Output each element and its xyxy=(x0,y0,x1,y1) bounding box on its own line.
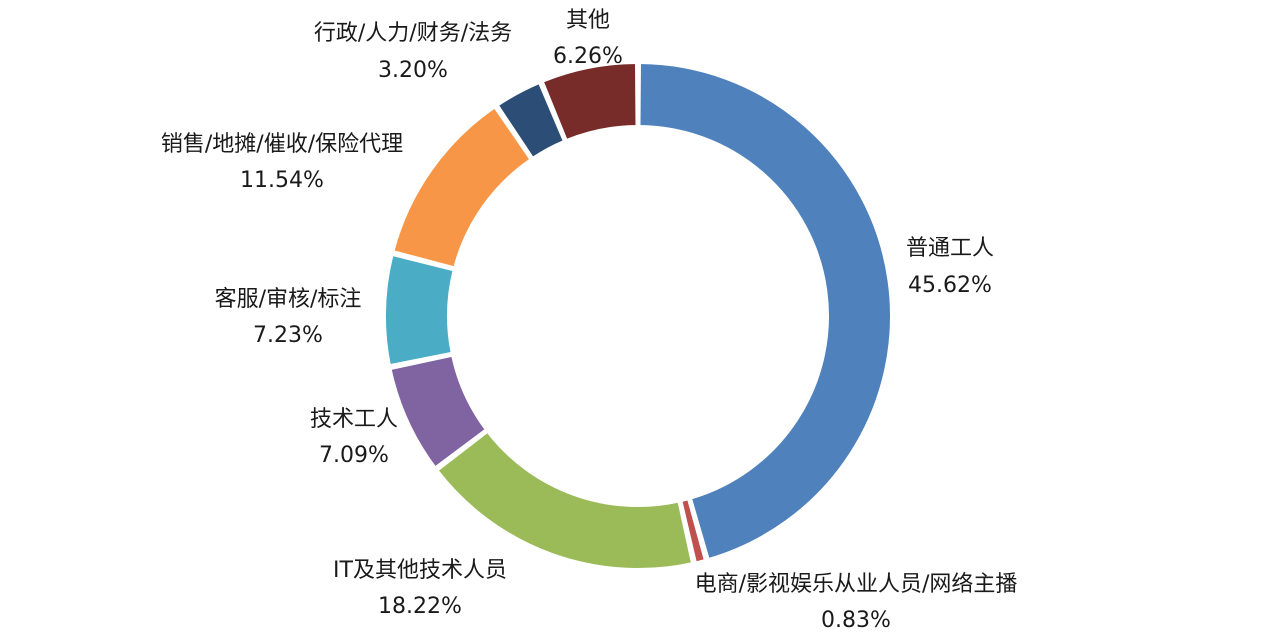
slice-2 xyxy=(680,498,706,564)
donut-slices xyxy=(384,61,892,570)
slice-label-value: 7.23% xyxy=(253,323,323,348)
slice-label-name: 普通工人 xyxy=(906,236,994,261)
slice-label-value: 11.54% xyxy=(240,168,324,193)
slice-3 xyxy=(436,430,694,570)
slice-label-name: IT及其他技术人员 xyxy=(333,558,507,583)
slice-8 xyxy=(541,61,638,142)
slice-label-name: 技术工人 xyxy=(310,407,398,432)
slice-label-name: 客服/审核/标注 xyxy=(215,287,362,312)
slice-label-name: 销售/地摊/催收/保险代理 xyxy=(161,132,403,157)
slice-label-name: 其他 xyxy=(566,8,610,33)
slice-label-value: 45.62% xyxy=(908,273,992,298)
slice-label-value: 6.26% xyxy=(553,44,623,69)
slice-label-value: 7.09% xyxy=(319,443,389,468)
slice-6 xyxy=(392,106,532,269)
slice-label-value: 3.20% xyxy=(378,58,448,83)
slice-labels: 普通工人 45.62% 电商/影视娱乐从业人员/网络主播 0.83% IT及其他技术人员… xyxy=(161,8,1018,633)
slice-4 xyxy=(389,354,488,469)
slice-1 xyxy=(638,61,892,561)
slice-label-value: 18.22% xyxy=(378,594,462,619)
slice-label-name: 电商/影视娱乐从业人员/网络主播 xyxy=(695,572,1018,597)
slice-5 xyxy=(384,253,455,367)
slice-label-name: 行政/人力/财务/法务 xyxy=(314,21,512,46)
slice-label-value: 0.83% xyxy=(821,608,891,633)
slice-7 xyxy=(496,81,566,160)
